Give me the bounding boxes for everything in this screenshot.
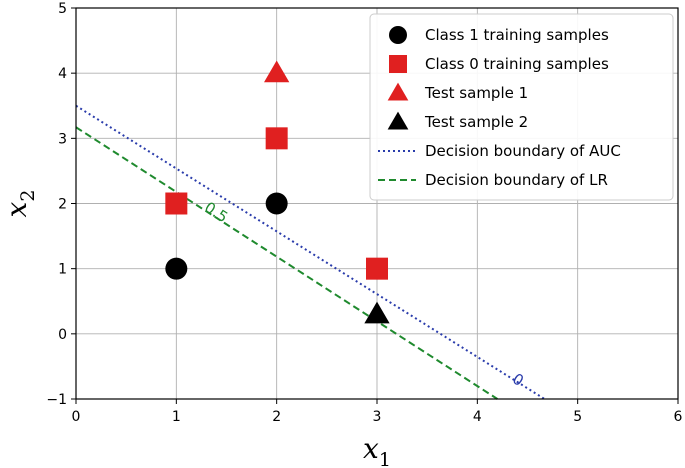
test-sample-1-point (264, 60, 290, 83)
legend-entry-label: Decision boundary of AUC (425, 142, 621, 160)
legend-entry-label: Class 0 training samples (425, 55, 609, 73)
legend-marker (387, 111, 409, 130)
x-axis-label: x1 (363, 432, 391, 468)
x-tick-label: 3 (373, 409, 382, 425)
legend-entry-label: Decision boundary of LR (425, 171, 608, 189)
y-axis-label: x2 (0, 190, 39, 218)
x-tick-label: 4 (473, 409, 482, 425)
class-1-training-samples-point (165, 257, 188, 280)
y-tick-label: 5 (58, 1, 67, 17)
class-1-training-samples-point (265, 192, 288, 215)
decision-boundary-of-lr-contour-label: 0.5 (201, 198, 231, 226)
test-sample-2-point (364, 301, 390, 324)
y-tick-label: −1 (46, 392, 67, 408)
x-tick-label: 1 (172, 409, 181, 425)
y-tick-label: 4 (58, 66, 67, 82)
legend-marker (389, 26, 407, 44)
decision-boundary-of-lr-line (75, 126, 498, 400)
x-tick-label: 5 (573, 409, 582, 425)
x-tick-label: 2 (272, 409, 281, 425)
y-tick-label: 1 (58, 262, 67, 278)
legend-entry-label: Test sample 1 (424, 84, 528, 102)
legend: Class 1 training samples Class 0 training… (369, 13, 674, 201)
decision-boundary-of-auc-line (75, 104, 546, 400)
legend-box (369, 13, 674, 201)
data-points (165, 60, 390, 324)
legend-marker (387, 82, 409, 101)
x-tick-label: 6 (674, 409, 683, 425)
class-0-training-samples-point (265, 127, 288, 150)
legend-marker (389, 55, 407, 73)
decision-boundary-of-auc-contour-label: 0 (509, 370, 527, 390)
axis-ticks: 0 1 2 3 4 5 6 −1 0 1 2 3 4 5 (46, 1, 682, 425)
y-tick-label: 2 (58, 197, 67, 213)
y-tick-label: 3 (58, 131, 67, 147)
class-0-training-samples-point (366, 257, 388, 280)
legend-entry-label: Class 1 training samples (425, 26, 609, 44)
legend-entry-label: Test sample 2 (424, 113, 528, 131)
class-0-training-samples-point (165, 192, 188, 215)
x-tick-label: 0 (72, 409, 81, 425)
y-tick-label: 0 (58, 327, 67, 343)
